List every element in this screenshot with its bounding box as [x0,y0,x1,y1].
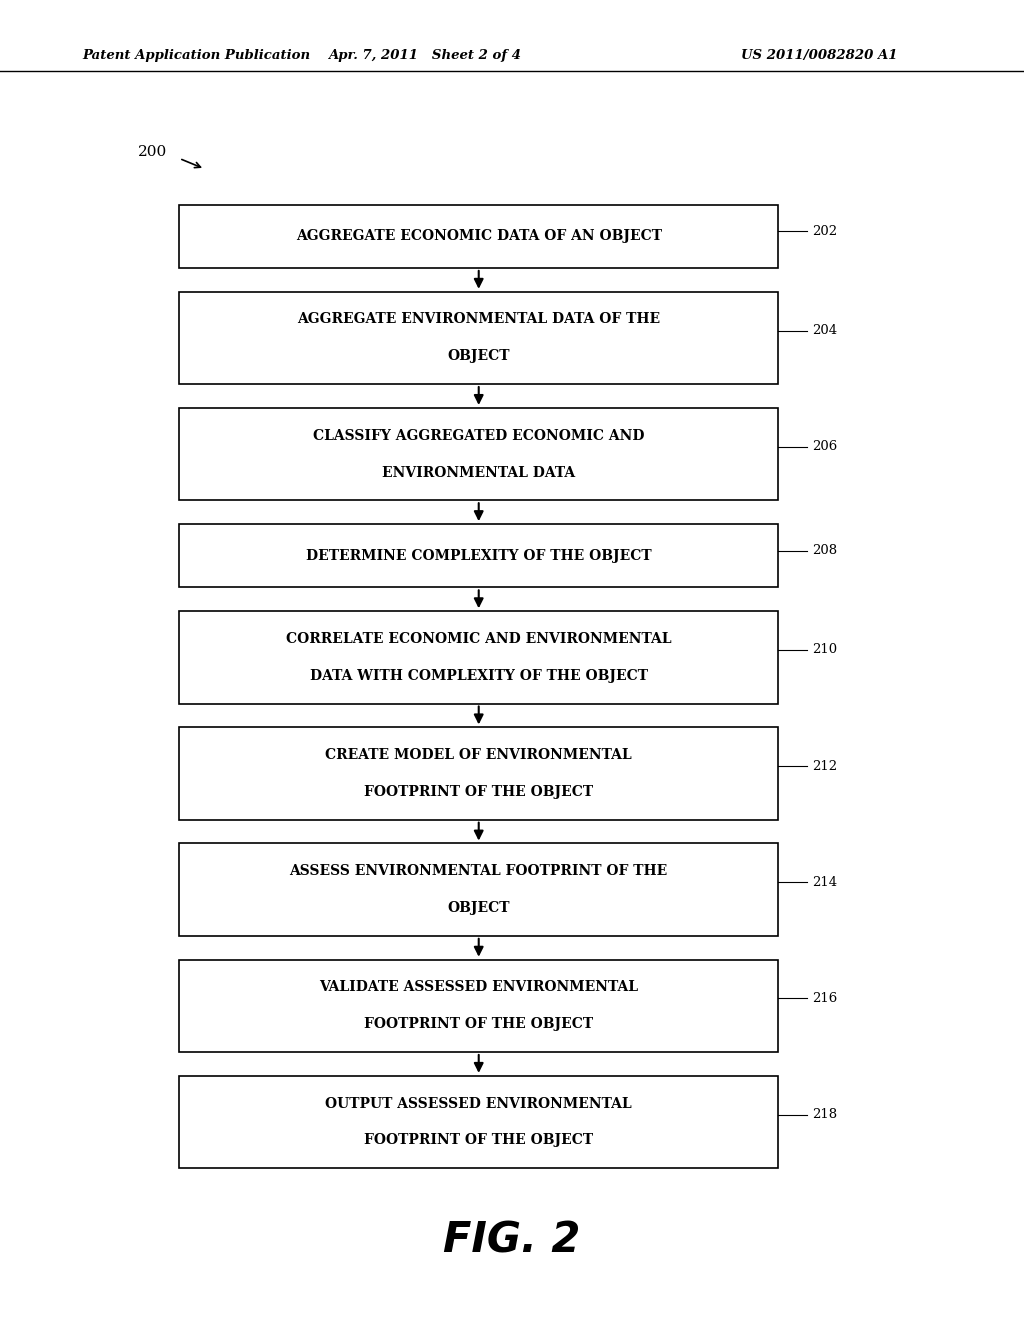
Text: ASSESS ENVIRONMENTAL FOOTPRINT OF THE: ASSESS ENVIRONMENTAL FOOTPRINT OF THE [290,865,668,878]
Text: US 2011/0082820 A1: US 2011/0082820 A1 [741,49,897,62]
Text: FOOTPRINT OF THE OBJECT: FOOTPRINT OF THE OBJECT [365,1018,593,1031]
Text: CLASSIFY AGGREGATED ECONOMIC AND: CLASSIFY AGGREGATED ECONOMIC AND [313,429,644,442]
Bar [179,960,778,1052]
Text: 206: 206 [812,440,838,453]
Text: 218: 218 [812,1107,838,1121]
Text: 200: 200 [138,145,168,158]
Text: FIG. 2: FIG. 2 [443,1220,581,1262]
Bar [179,524,778,587]
Bar [179,205,778,268]
Text: Apr. 7, 2011   Sheet 2 of 4: Apr. 7, 2011 Sheet 2 of 4 [329,49,521,62]
Text: VALIDATE ASSESSED ENVIRONMENTAL: VALIDATE ASSESSED ENVIRONMENTAL [319,981,638,994]
Text: Patent Application Publication: Patent Application Publication [82,49,310,62]
Text: FOOTPRINT OF THE OBJECT: FOOTPRINT OF THE OBJECT [365,785,593,799]
Bar [179,843,778,936]
Bar [179,408,778,500]
Bar [179,292,778,384]
Text: FOOTPRINT OF THE OBJECT: FOOTPRINT OF THE OBJECT [365,1134,593,1147]
Text: OBJECT: OBJECT [447,902,510,915]
Text: DETERMINE COMPLEXITY OF THE OBJECT: DETERMINE COMPLEXITY OF THE OBJECT [306,549,651,562]
Text: DATA WITH COMPLEXITY OF THE OBJECT: DATA WITH COMPLEXITY OF THE OBJECT [309,669,648,682]
Text: 204: 204 [812,323,838,337]
Text: 202: 202 [812,224,838,238]
Text: AGGREGATE ENVIRONMENTAL DATA OF THE: AGGREGATE ENVIRONMENTAL DATA OF THE [297,313,660,326]
Bar [179,1076,778,1168]
Text: ENVIRONMENTAL DATA: ENVIRONMENTAL DATA [382,466,575,479]
Text: 214: 214 [812,875,838,888]
Text: 212: 212 [812,759,838,772]
Bar [179,611,778,704]
Text: CORRELATE ECONOMIC AND ENVIRONMENTAL: CORRELATE ECONOMIC AND ENVIRONMENTAL [286,632,672,645]
Text: OBJECT: OBJECT [447,350,510,363]
Bar [179,727,778,820]
Text: 210: 210 [812,643,838,656]
Text: CREATE MODEL OF ENVIRONMENTAL: CREATE MODEL OF ENVIRONMENTAL [326,748,632,762]
Text: AGGREGATE ECONOMIC DATA OF AN OBJECT: AGGREGATE ECONOMIC DATA OF AN OBJECT [296,230,662,243]
Text: 216: 216 [812,991,838,1005]
Text: 208: 208 [812,544,838,557]
Text: OUTPUT ASSESSED ENVIRONMENTAL: OUTPUT ASSESSED ENVIRONMENTAL [326,1097,632,1110]
